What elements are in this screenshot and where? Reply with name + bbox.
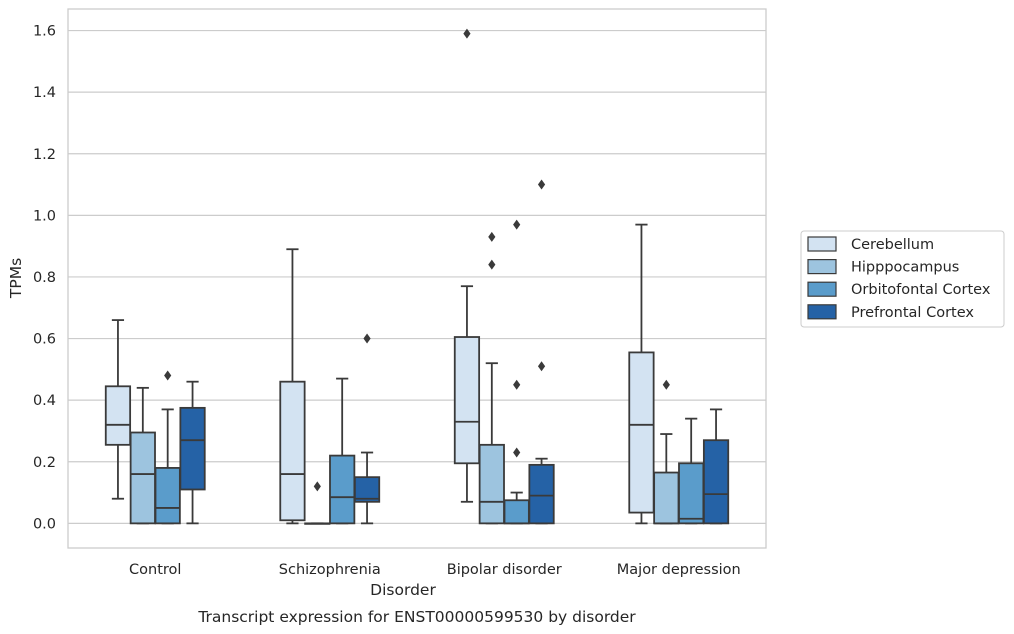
y-tick-label: 0.8: [33, 270, 56, 286]
box-group: [453, 28, 555, 525]
outlier-point: [488, 231, 496, 242]
outlier-point: [537, 361, 546, 372]
box-iqr: [653, 471, 680, 525]
plot-area-frame: [67, 8, 767, 549]
box-iqr: [628, 351, 655, 514]
legend-label: Hipppocampus: [851, 260, 959, 276]
x-tick-label: Bipolar disorder: [447, 562, 562, 578]
x-tick-label: Schizophrenia: [279, 562, 381, 578]
box-iqr: [528, 463, 555, 525]
y-tick-label: 0.0: [33, 516, 56, 532]
box-iqr: [329, 454, 356, 525]
box-group: [104, 319, 206, 525]
legend-frame: [800, 230, 1005, 328]
box-groups: [104, 28, 730, 525]
grid-lines: [68, 29, 766, 524]
y-tick-label: 1.4: [33, 85, 56, 101]
box-iqr: [478, 443, 505, 525]
box-iqr: [129, 431, 156, 525]
box-group: [628, 223, 730, 525]
outlier-point: [513, 447, 521, 458]
outlier-point: [513, 219, 521, 230]
y-tick-label: 1.0: [33, 208, 56, 224]
box-iqr: [678, 462, 705, 525]
legend-swatch: [807, 281, 837, 297]
outlier-point: [488, 259, 496, 270]
legend-swatch: [807, 236, 837, 252]
legend-swatch: [807, 259, 837, 275]
legend: Cerebellum Hipppocampus Orbitofontal Corte…: [800, 230, 1005, 328]
box-iqr: [453, 336, 481, 465]
legend-label: Cerebellum: [851, 237, 934, 253]
x-axis-ticks: Control Schizophrenia Bipolar disorder Majo…: [129, 562, 741, 578]
legend-label: Prefrontal Cortex: [851, 305, 974, 321]
y-tick-label: 0.6: [33, 332, 56, 348]
x-tick-label: Major depression: [617, 562, 741, 578]
box-group: [279, 248, 381, 525]
box-iqr: [353, 476, 381, 503]
box-iqr: [179, 406, 206, 491]
box-iqr: [702, 439, 730, 525]
y-tick-label: 0.2: [33, 455, 56, 471]
outlier-point: [363, 333, 371, 344]
outlier-point: [513, 379, 521, 390]
box-iqr: [503, 499, 530, 525]
y-tick-label: 0.4: [33, 393, 56, 409]
box-iqr: [279, 380, 306, 522]
x-axis-label: Disorder: [370, 581, 436, 599]
outlier-point: [537, 179, 546, 190]
x-tick-label: Control: [129, 562, 181, 578]
chart-caption: Transcript expression for ENST0000059953…: [197, 608, 636, 626]
outlier-point: [164, 370, 172, 381]
box-iqr: [154, 467, 181, 525]
box-iqr: [104, 385, 132, 446]
legend-label: Orbitofontal Cortex: [851, 282, 991, 298]
y-tick-label: 1.6: [33, 24, 56, 40]
y-axis-ticks: 0.0 0.2 0.4 0.6 0.8 1.0 1.2 1.4 1.6: [33, 24, 56, 533]
y-axis-label: TPMs: [7, 258, 25, 299]
outlier-point: [662, 379, 670, 390]
legend-swatch: [807, 304, 837, 320]
outlier-point: [313, 481, 321, 492]
y-tick-label: 1.2: [33, 147, 56, 163]
outlier-point: [463, 28, 471, 39]
